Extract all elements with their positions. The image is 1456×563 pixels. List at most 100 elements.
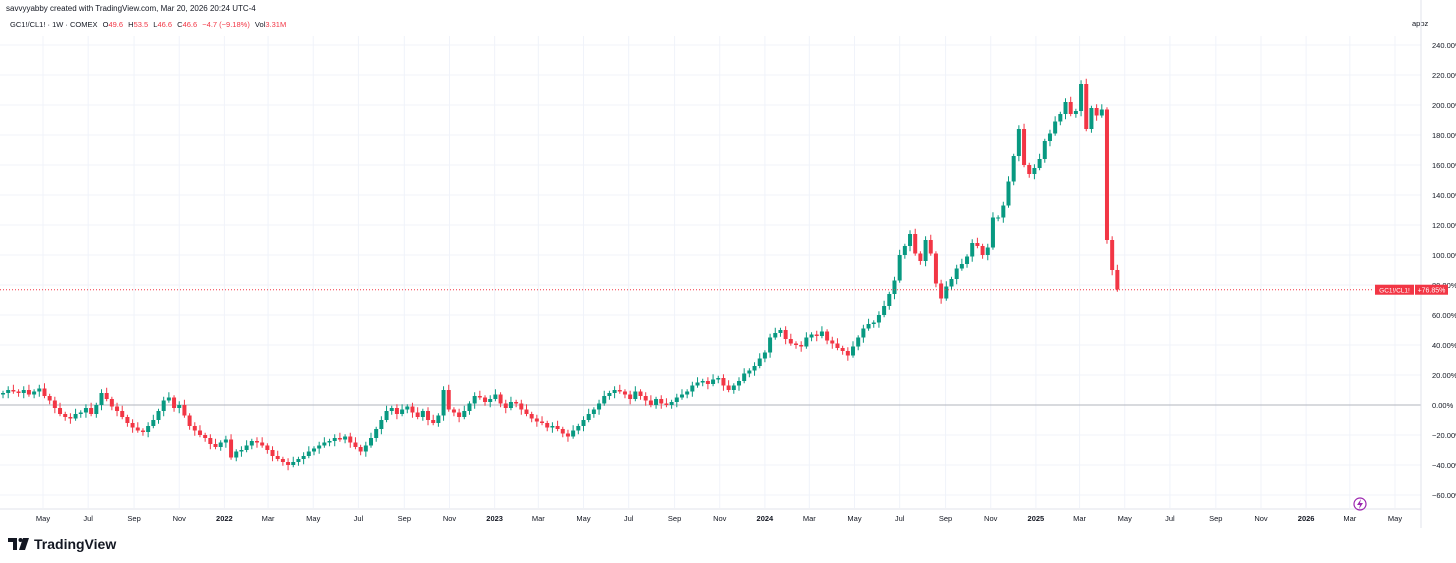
candle-body [685, 391, 690, 395]
candle-body [975, 243, 980, 246]
candle-body [451, 409, 456, 413]
candle-body [965, 256, 970, 264]
candle-body [384, 411, 389, 420]
candle-body [446, 390, 451, 410]
candle-body [762, 352, 767, 359]
x-tick-label: Sep [127, 514, 140, 523]
x-tick-label: Nov [173, 514, 187, 523]
x-tick-label: Sep [668, 514, 681, 523]
y-axis[interactable]: 240.00% 220.00% 200.00% 180.00% 160.00% 140.0… [1420, 0, 1456, 528]
candle-body [94, 405, 99, 414]
candle-body [369, 438, 374, 446]
candle-body [990, 217, 995, 248]
candle-body [498, 394, 503, 404]
candle-body [783, 330, 788, 339]
x-tick-label: Jul [1165, 514, 1175, 523]
candle-body [420, 411, 425, 417]
candle-body [244, 445, 249, 450]
high-label: H [128, 20, 134, 29]
candle-body [959, 264, 964, 269]
candle-body [628, 394, 633, 399]
x-tick-label: 2025 [1028, 514, 1045, 523]
candle-body [265, 445, 270, 450]
candle-body [234, 451, 239, 458]
x-tick-label: Jul [83, 514, 93, 523]
candle-body [923, 240, 928, 261]
candle-body [560, 429, 565, 434]
candle-body [1011, 156, 1016, 182]
low-value: 46.6 [157, 20, 173, 29]
candle-body [218, 442, 223, 447]
candle-body [555, 426, 560, 429]
candle-body [928, 240, 933, 254]
x-tick-label: Mar [1343, 514, 1356, 523]
candle-body [223, 439, 228, 443]
candle-body [389, 408, 394, 411]
candle-body [617, 390, 622, 392]
candles [1, 78, 1120, 471]
candle-body [742, 373, 747, 381]
candle-body [1110, 240, 1115, 270]
lightning-icon[interactable] [1353, 497, 1367, 511]
candle-body [731, 385, 736, 390]
candle-body [545, 423, 550, 428]
candle-body [229, 439, 234, 458]
candle-body [534, 418, 539, 422]
x-tick-label: 2023 [486, 514, 503, 523]
candle-body [42, 388, 47, 396]
candle-body [410, 406, 415, 413]
candle-body [109, 399, 114, 407]
candle-body [757, 358, 762, 366]
close-value: 46.6 [182, 20, 198, 29]
candle-body [130, 423, 135, 428]
candle-body [581, 420, 586, 426]
candle-body [1094, 108, 1099, 116]
candle-body [845, 351, 850, 356]
candle-body [1079, 84, 1084, 111]
scale-mode-label[interactable]: apoz [1412, 19, 1429, 28]
x-axis[interactable]: May Jul Sep Nov 2022 Mar May Jul Sep Nov 2023 Mar Ma… [0, 508, 1421, 523]
y-tick-label: −20.00% [1432, 431, 1456, 440]
candle-body [876, 315, 881, 323]
tradingview-brand[interactable]: TradingView [8, 536, 116, 552]
candle-body [270, 450, 275, 456]
candle-body [503, 403, 508, 408]
candle-body [348, 436, 353, 443]
symbol-tag-bg [1375, 284, 1414, 295]
y-tick-label: 120.00% [1432, 221, 1456, 230]
y-tick-label: 240.00% [1432, 41, 1456, 50]
candle-body [768, 337, 773, 353]
x-tick-label: May [1118, 514, 1132, 523]
candle-body [586, 414, 591, 420]
candle-body [301, 456, 306, 459]
candle-body [1099, 109, 1104, 116]
candle-body [405, 406, 410, 410]
x-tick-label: 2026 [1298, 514, 1315, 523]
candle-body [1027, 165, 1032, 174]
candle-body [47, 396, 52, 401]
candle-body [524, 409, 529, 414]
x-tick-label: May [306, 514, 320, 523]
candle-body [747, 370, 752, 374]
candle-body [156, 411, 161, 420]
candle-body [638, 391, 643, 396]
candle-body [472, 396, 477, 404]
candle-body [1089, 108, 1094, 129]
x-tick-label: Jul [895, 514, 905, 523]
candle-body [794, 343, 799, 345]
candle-body [467, 403, 472, 411]
candle-body [1104, 109, 1109, 240]
candle-body [1022, 129, 1027, 165]
candle-body [597, 403, 602, 410]
price-label: GC1!/CL1! +76.85% [1375, 284, 1448, 295]
candle-body [736, 381, 741, 386]
x-tick-label: Nov [443, 514, 457, 523]
candle-body [182, 405, 187, 416]
low-label: L [153, 20, 158, 29]
candle-body [462, 411, 467, 417]
symbol-label[interactable]: GC1!/CL1! · 1W · COMEX [10, 20, 98, 29]
candle-body [602, 396, 607, 404]
x-tick-label: Jul [354, 514, 364, 523]
candle-body [1073, 111, 1078, 114]
